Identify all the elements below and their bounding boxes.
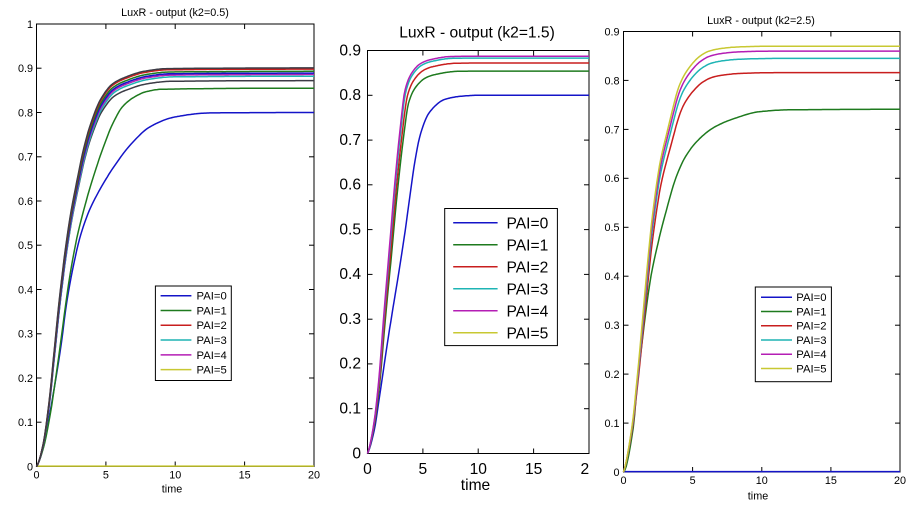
svg-text:0.6: 0.6 xyxy=(18,196,33,208)
svg-text:0.7: 0.7 xyxy=(604,124,619,136)
svg-text:PAI=0: PAI=0 xyxy=(197,291,227,303)
svg-text:PAI=5: PAI=5 xyxy=(507,325,549,342)
svg-text:PAI=1: PAI=1 xyxy=(197,305,227,317)
svg-text:0.2: 0.2 xyxy=(604,369,619,381)
svg-text:PAI=3: PAI=3 xyxy=(507,281,549,298)
svg-text:PAI=5: PAI=5 xyxy=(197,365,227,377)
svg-text:20: 20 xyxy=(894,475,906,487)
svg-text:0.4: 0.4 xyxy=(339,266,361,283)
svg-text:0: 0 xyxy=(620,475,626,487)
svg-text:PAI=4: PAI=4 xyxy=(507,303,549,320)
svg-text:0.5: 0.5 xyxy=(604,222,619,234)
svg-text:time: time xyxy=(748,491,768,503)
svg-text:0.9: 0.9 xyxy=(18,63,33,75)
svg-text:0: 0 xyxy=(27,461,33,473)
svg-text:PAI=3: PAI=3 xyxy=(197,335,227,347)
svg-text:0: 0 xyxy=(352,445,361,462)
svg-text:time: time xyxy=(162,484,182,496)
svg-text:2: 2 xyxy=(580,461,589,478)
svg-text:5: 5 xyxy=(419,461,428,478)
svg-text:time: time xyxy=(461,477,490,494)
svg-text:20: 20 xyxy=(308,470,320,482)
svg-text:0.1: 0.1 xyxy=(339,401,361,418)
svg-text:0.8: 0.8 xyxy=(18,107,33,119)
svg-text:0.3: 0.3 xyxy=(604,320,619,332)
svg-text:PAI=5: PAI=5 xyxy=(796,363,826,375)
svg-text:PAI=1: PAI=1 xyxy=(507,237,549,254)
svg-text:LuxR - output (k2=0.5): LuxR - output (k2=0.5) xyxy=(121,7,229,19)
svg-text:10: 10 xyxy=(169,470,181,482)
svg-text:0: 0 xyxy=(613,467,619,479)
svg-text:0.1: 0.1 xyxy=(18,417,33,429)
svg-text:5: 5 xyxy=(690,475,696,487)
svg-text:LuxR - output (k2=1.5): LuxR - output (k2=1.5) xyxy=(399,25,555,42)
svg-text:0.2: 0.2 xyxy=(18,373,33,385)
svg-text:10: 10 xyxy=(470,461,488,478)
svg-text:PAI=4: PAI=4 xyxy=(796,349,826,361)
svg-text:10: 10 xyxy=(756,475,768,487)
svg-text:15: 15 xyxy=(239,470,251,482)
svg-text:PAI=2: PAI=2 xyxy=(507,259,549,276)
svg-text:0.4: 0.4 xyxy=(604,271,619,283)
svg-text:0.8: 0.8 xyxy=(339,87,361,104)
svg-text:0.4: 0.4 xyxy=(18,284,33,296)
svg-text:0.1: 0.1 xyxy=(604,418,619,430)
svg-text:0.6: 0.6 xyxy=(339,177,361,194)
svg-text:PAI=0: PAI=0 xyxy=(507,215,549,232)
svg-text:15: 15 xyxy=(525,461,543,478)
svg-text:0.9: 0.9 xyxy=(339,42,361,59)
svg-text:15: 15 xyxy=(825,475,837,487)
svg-text:PAI=4: PAI=4 xyxy=(197,350,227,362)
svg-text:5: 5 xyxy=(103,470,109,482)
svg-text:0.5: 0.5 xyxy=(18,240,33,252)
svg-text:0.6: 0.6 xyxy=(604,173,619,185)
svg-text:0: 0 xyxy=(363,461,372,478)
svg-text:PAI=2: PAI=2 xyxy=(796,321,826,333)
svg-text:0: 0 xyxy=(33,470,39,482)
svg-text:0.7: 0.7 xyxy=(339,132,361,149)
svg-text:PAI=1: PAI=1 xyxy=(796,306,826,318)
svg-text:PAI=3: PAI=3 xyxy=(796,335,826,347)
svg-text:0.3: 0.3 xyxy=(18,329,33,341)
svg-text:1: 1 xyxy=(27,19,33,31)
svg-text:0.5: 0.5 xyxy=(339,221,361,238)
svg-text:PAI=2: PAI=2 xyxy=(197,320,227,332)
svg-text:0.7: 0.7 xyxy=(18,152,33,164)
svg-text:0.9: 0.9 xyxy=(604,26,619,38)
svg-text:0.8: 0.8 xyxy=(604,75,619,87)
svg-text:PAI=0: PAI=0 xyxy=(796,292,826,304)
svg-text:0.2: 0.2 xyxy=(339,356,361,373)
svg-text:LuxR - output (k2=2.5): LuxR - output (k2=2.5) xyxy=(707,15,815,27)
svg-text:0.3: 0.3 xyxy=(339,311,361,328)
